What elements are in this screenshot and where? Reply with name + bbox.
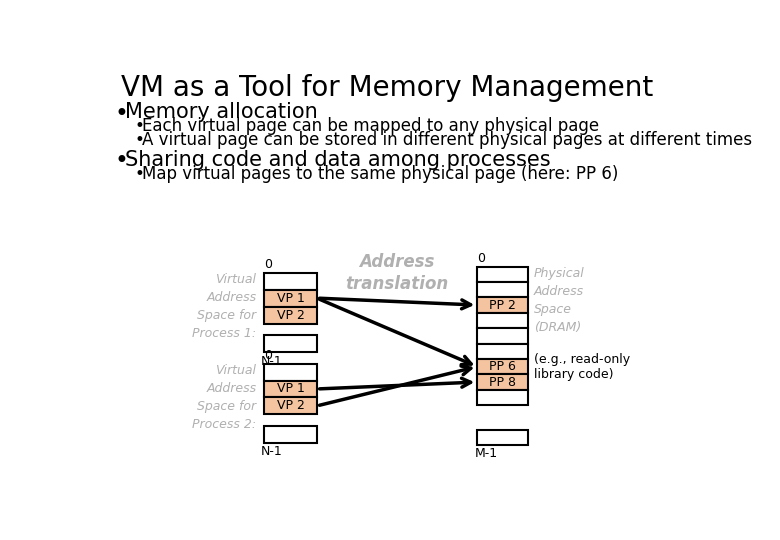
Text: ...: ...: [283, 328, 298, 343]
Text: VP 2: VP 2: [277, 308, 304, 321]
Text: VM as a Tool for Memory Management: VM as a Tool for Memory Management: [121, 74, 653, 102]
Bar: [477, 374, 527, 390]
Text: •: •: [135, 131, 144, 149]
Bar: [264, 363, 317, 381]
Text: VP 1: VP 1: [277, 292, 304, 305]
Text: •: •: [135, 117, 144, 135]
Bar: [264, 426, 317, 443]
Text: Address
translation: Address translation: [346, 253, 448, 293]
Text: PP 8: PP 8: [489, 375, 516, 389]
Bar: [477, 282, 527, 298]
Bar: [477, 298, 527, 313]
Text: Physical
Address
Space
(DRAM): Physical Address Space (DRAM): [534, 267, 584, 334]
Bar: [477, 343, 527, 359]
Text: N-1: N-1: [261, 355, 283, 368]
Text: Map virtual pages to the same physical page (here: PP 6): Map virtual pages to the same physical p…: [143, 165, 619, 183]
Text: Virtual
Address
Space for
Process 2:: Virtual Address Space for Process 2:: [192, 363, 257, 430]
Bar: [264, 381, 317, 397]
Text: 0: 0: [477, 252, 485, 265]
Text: 0: 0: [264, 349, 272, 362]
Bar: [477, 430, 527, 445]
Bar: [477, 390, 527, 405]
Bar: [264, 273, 317, 289]
Text: •: •: [115, 150, 129, 173]
Text: PP 2: PP 2: [489, 299, 516, 312]
Bar: [477, 328, 527, 343]
Text: Memory allocation: Memory allocation: [126, 102, 318, 122]
Text: VP 1: VP 1: [277, 382, 304, 395]
Bar: [264, 307, 317, 323]
Bar: [264, 289, 317, 307]
Text: •: •: [115, 102, 129, 126]
Bar: [477, 267, 527, 282]
Text: VP 2: VP 2: [277, 400, 304, 413]
Bar: [264, 335, 317, 352]
Text: 0: 0: [264, 258, 272, 271]
Text: (e.g., read-only
library code): (e.g., read-only library code): [534, 353, 630, 381]
Text: Sharing code and data among processes: Sharing code and data among processes: [126, 150, 551, 170]
Text: PP 6: PP 6: [489, 360, 516, 373]
Bar: [477, 313, 527, 328]
Text: N-1: N-1: [261, 446, 283, 458]
Text: •: •: [135, 165, 144, 183]
Text: Each virtual page can be mapped to any physical page: Each virtual page can be mapped to any p…: [143, 117, 600, 135]
Bar: [477, 359, 527, 374]
Bar: [264, 397, 317, 414]
Text: ...: ...: [283, 418, 298, 434]
Text: M-1: M-1: [475, 448, 498, 461]
Text: A virtual page can be stored in different physical pages at different times: A virtual page can be stored in differen…: [143, 131, 753, 149]
Text: ...: ...: [495, 422, 510, 437]
Text: Virtual
Address
Space for
Process 1:: Virtual Address Space for Process 1:: [192, 273, 257, 340]
